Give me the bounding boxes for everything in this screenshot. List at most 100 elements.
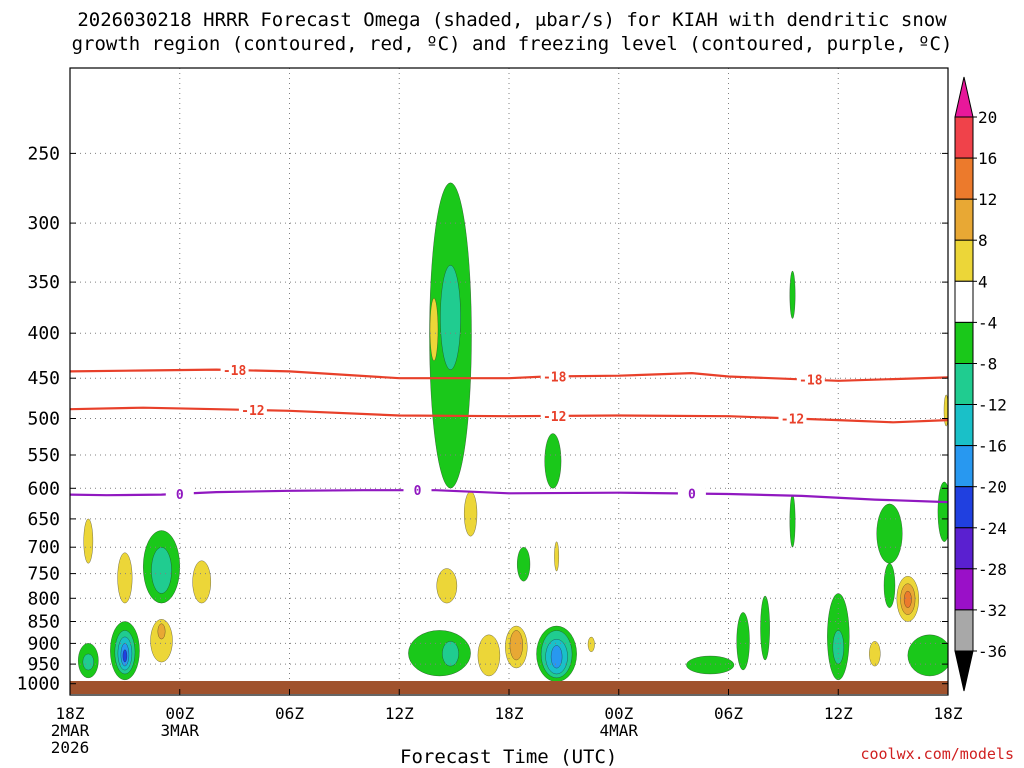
colorbar-label: -20 (978, 478, 1007, 497)
x-tick-label: 06Z (275, 704, 304, 723)
colorbar-bin-10 (954, 527, 974, 570)
colorbar-arrow-top (954, 76, 974, 118)
colorbar-bin-5 (954, 321, 974, 364)
contour-label: 0 (176, 488, 184, 503)
omega-cell-14 (82, 653, 94, 671)
contour-label: -12 (241, 404, 264, 419)
x-tick-label: 18Z (56, 704, 85, 723)
omega-cell-35 (789, 270, 796, 319)
colorbar-bin-12 (954, 609, 974, 652)
contour-label: -18 (799, 374, 823, 389)
contour-label: -12 (781, 413, 804, 428)
y-tick-label: 500 (27, 409, 60, 430)
x-tick-label: 18Z (934, 704, 963, 723)
omega-cell-39 (869, 641, 881, 667)
contour-label-bg (677, 485, 706, 502)
colorbar-label: -28 (978, 560, 1007, 579)
omega-cell-45 (907, 634, 948, 677)
omega-cell-32 (686, 655, 735, 675)
colorbar-label: 8 (978, 231, 988, 250)
x-tick-label: 00Z (604, 704, 633, 723)
contour-label: -18 (543, 370, 567, 385)
omega-cell-46 (937, 481, 948, 542)
colorbar-bin-8 (954, 445, 974, 488)
y-tick-label: 350 (27, 272, 60, 293)
y-tick-label: 750 (27, 564, 60, 585)
y-tick-label: 250 (27, 143, 60, 164)
omega-cell-2 (544, 433, 562, 489)
omega-cell-4 (464, 491, 478, 537)
colorbar-label: 20 (978, 108, 997, 127)
y-tick-label: 600 (27, 478, 60, 499)
colorbar-bin-9 (954, 486, 974, 529)
contour-label-bg (165, 485, 194, 502)
colorbar-bin-6 (954, 363, 974, 406)
x-tick-label: 12Z (824, 704, 853, 723)
y-tick-label: 300 (27, 213, 60, 234)
y-tick-label: 450 (27, 368, 60, 389)
colorbar-label: 4 (978, 272, 988, 291)
contour-label-bg (238, 402, 267, 418)
temperature-contours: -18 -18 -18 -12 -12 -12 0 0 0 (70, 362, 948, 504)
colorbar-label: -24 (978, 519, 1007, 538)
omega-cell-5 (436, 568, 458, 604)
colorbar-label: -8 (978, 355, 997, 374)
colorbar-label: -16 (978, 437, 1007, 456)
colorbar-bin-0 (954, 116, 974, 159)
colorbar-bin-2 (954, 198, 974, 241)
colorbar-label: -12 (978, 396, 1007, 415)
omega-cell-8 (83, 518, 94, 564)
omega-cell-34 (760, 595, 770, 661)
contour-label-bg (778, 410, 807, 427)
omega-cell-11 (151, 547, 172, 594)
y-tick-label: 800 (27, 588, 60, 609)
x-tick-label: 06Z (714, 704, 743, 723)
colorbar-label: 16 (978, 149, 997, 168)
omega-cell-19 (122, 649, 128, 663)
colorbar-label: -4 (978, 313, 997, 332)
chart-title-line-2: growth region (contoured, red, ºC) and f… (71, 33, 953, 55)
x-axis-label: Forecast Time (UTC) (400, 746, 618, 768)
colorbar-bin-3 (954, 239, 974, 282)
omega-cell-26 (509, 630, 523, 661)
omega-cell-40 (876, 503, 903, 564)
omega-cell-33 (736, 612, 750, 671)
omega-cell-24 (477, 634, 501, 677)
omega-cell-23 (442, 641, 459, 667)
omega-cell-12 (192, 560, 211, 604)
y-tick-label: 900 (27, 633, 60, 654)
contour-label: -18 (223, 364, 247, 379)
omega-cell-21 (157, 623, 166, 640)
y-tick-label: 650 (27, 509, 60, 530)
contour-line--12 (70, 406, 948, 424)
contour-label: -12 (543, 410, 566, 425)
colorbar-label: 12 (978, 190, 997, 209)
chart-title-line-1: 2026030218 HRRR Forecast Omega (shaded, … (77, 9, 947, 31)
contour-label-bg (220, 362, 249, 379)
omega-cell-7 (554, 541, 559, 572)
colorbar-arrow-bottom (954, 650, 974, 692)
contour-label-bg (403, 482, 432, 499)
x-tick-label: 00Z (165, 704, 194, 723)
omega-cell-9 (117, 552, 133, 604)
omega-cell-44 (903, 590, 912, 608)
colorbar: 20 16 12 8 4 -4 -8 -12 -16 -20 -24 -28 -32 -36 (954, 76, 1007, 692)
colorbar-label: -32 (978, 601, 1007, 620)
y-tick-label: 400 (27, 323, 60, 344)
x-tick-label: 12Z (385, 704, 414, 723)
y-tick-label: 950 (27, 654, 60, 675)
chart-title: 2026030218 HRRR Forecast Omega (shaded, … (0, 8, 1024, 56)
colorbar-bin-7 (954, 404, 974, 447)
omega-cell-41 (883, 563, 896, 608)
colorbar-label: -36 (978, 642, 1007, 661)
colorbar-bin-4 (954, 280, 974, 323)
omega-cell-6 (517, 547, 531, 582)
y-axis-ticks: 2503003504004505005506006507007508008509… (17, 143, 948, 695)
omega-cell-31 (587, 636, 595, 652)
omega-cell-3 (429, 298, 439, 361)
omega-cell-36 (789, 494, 796, 548)
omega-cell-1 (440, 265, 461, 370)
contour-label-bg (540, 407, 569, 424)
